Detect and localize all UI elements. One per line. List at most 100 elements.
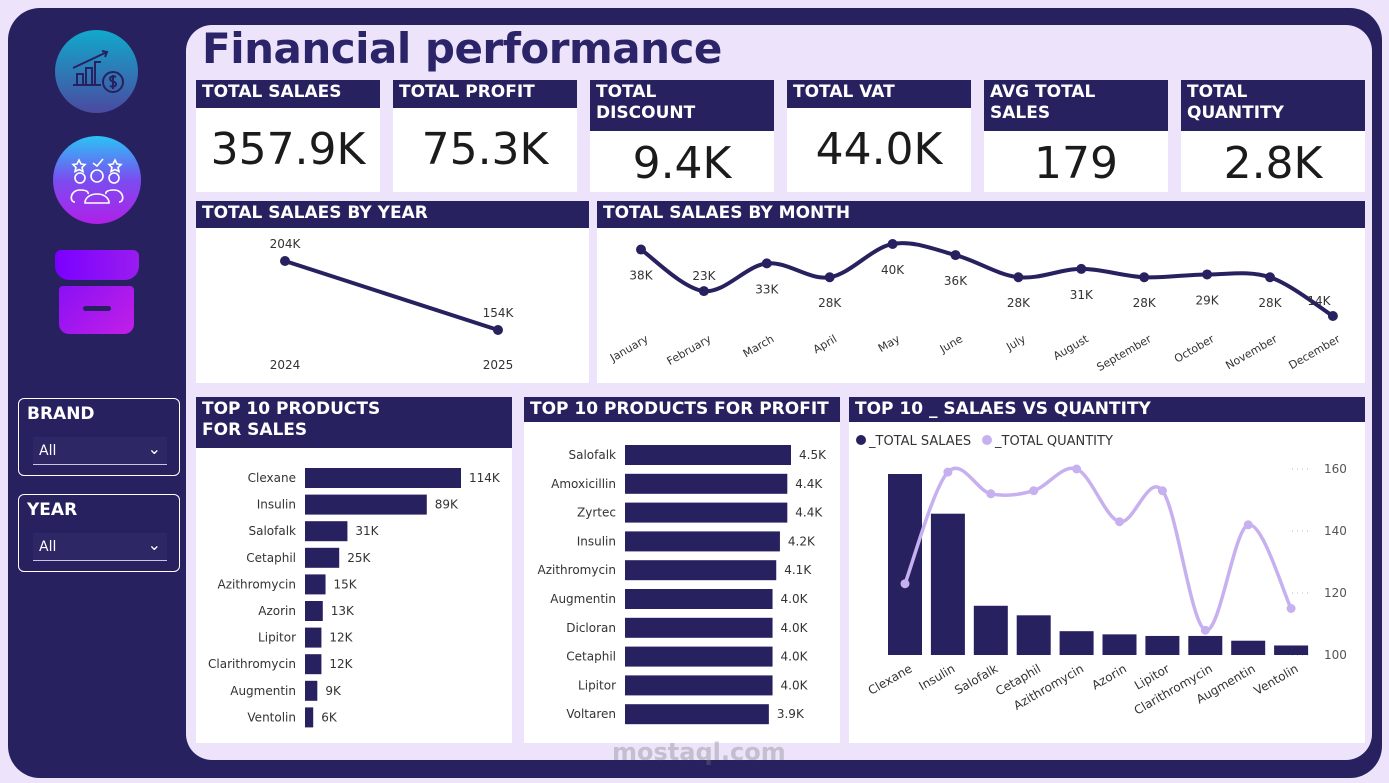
month-point (824, 272, 835, 283)
quantity-point (1029, 486, 1039, 496)
x-tick-label: June (937, 332, 965, 356)
bar (1274, 645, 1309, 655)
x-tick-label: December (1286, 332, 1342, 372)
x-tick-label: April (811, 332, 839, 356)
bar (1188, 635, 1223, 655)
category-label: Insulin (257, 498, 296, 512)
bar (625, 502, 788, 523)
bar (305, 574, 326, 595)
x-tick-label: July (1003, 332, 1028, 354)
customers-rating-icon[interactable] (53, 136, 141, 224)
year-point (280, 256, 290, 266)
data-label: 29K (1196, 293, 1220, 307)
category-label: Cetaphil (246, 551, 296, 565)
bar (888, 474, 922, 655)
data-label: 4.0K (781, 678, 809, 692)
bar (1016, 615, 1051, 655)
kpi-card: AVG TOTAL SALES 179 (984, 80, 1168, 192)
year-point (493, 325, 503, 335)
category-label: Lipitor (578, 678, 616, 692)
month-point (887, 239, 898, 249)
bar (1102, 634, 1137, 655)
kpi-card: TOTAL SALAES 357.9K (196, 80, 380, 192)
bar (1145, 635, 1180, 655)
brand-dropdown[interactable]: All ⌄ (33, 437, 167, 465)
data-label: 114K (469, 471, 501, 485)
finance-growth-icon[interactable] (55, 30, 138, 113)
chart-title: TOTAL SALAES BY YEAR (196, 201, 589, 228)
bar (305, 627, 322, 648)
category-label: Ventolin (247, 710, 296, 724)
month-point (698, 286, 709, 297)
bar (625, 675, 773, 696)
kpi-value: 357.9K (210, 124, 366, 175)
year-slicer: YEAR All ⌄ (18, 494, 180, 572)
category-label: Amoxicillin (551, 477, 616, 491)
bar (1059, 631, 1094, 655)
bar (930, 513, 965, 655)
month-point (1076, 263, 1087, 274)
sales-by-year-chart: 204K 2024 154K 2025 (270, 237, 515, 372)
x-tick-label: Salofalk (952, 661, 1000, 697)
y2-tick-label: 140 (1324, 524, 1347, 538)
category-label: Dicloran (566, 621, 616, 635)
quantity-point (1072, 464, 1082, 474)
bar (305, 468, 461, 488)
category-label: Cetaphil (566, 650, 616, 664)
category-label: Lipitor (258, 631, 296, 645)
brand-slicer-label: BRAND (27, 404, 95, 424)
sales-vs-quantity-card: TOP 10 _ SALAES VS QUANTITY _TOTAL SALAE… (849, 397, 1365, 743)
bar (305, 494, 427, 515)
kpi-label: TOTAL DISCOUNT (590, 80, 774, 131)
kpi-value: 44.0K (815, 124, 943, 175)
chart-title: TOP 10 PRODUCTS FOR PROFIT (524, 397, 840, 422)
data-label: 6K (321, 710, 338, 724)
kpi-label: TOTAL QUANTITY (1181, 80, 1365, 131)
quantity-point (900, 579, 910, 589)
year-dropdown[interactable]: All ⌄ (33, 533, 167, 561)
data-label: 154K (483, 306, 515, 320)
bar (625, 704, 769, 725)
data-label: 14K (1307, 294, 1331, 308)
data-label: 28K (1258, 296, 1282, 310)
category-label: Azorin (258, 604, 296, 618)
x-tick-label: February (665, 332, 714, 368)
x-tick-label: November (1223, 332, 1279, 372)
bar (305, 521, 348, 542)
x-tick-label: October (1172, 332, 1217, 366)
store-icon[interactable] (55, 250, 139, 334)
x-tick-label: September (1095, 332, 1155, 374)
y2-tick-label: 100 (1324, 648, 1347, 662)
legend-label: _TOTAL QUANTITY (994, 434, 1113, 449)
data-label: 36K (944, 274, 968, 288)
x-tick-label: August (1051, 332, 1091, 363)
kpi-label: AVG TOTAL SALES (984, 80, 1168, 131)
kpi-label: TOTAL VAT (787, 80, 971, 108)
quantity-point (986, 489, 996, 499)
data-label: 28K (1007, 296, 1031, 310)
data-label: 15K (334, 577, 358, 591)
data-label: 12K (329, 631, 353, 645)
month-point (1139, 272, 1150, 283)
category-label: Voltaren (566, 707, 616, 721)
quantity-point (1286, 604, 1296, 613)
top-products-sales-chart: Clexane 114K Insulin 89K Salofalk 31K Cetaphil… (208, 468, 501, 728)
data-label: 31K (355, 524, 379, 538)
bar (305, 707, 314, 728)
top-products-sales-card: TOP 10 PRODUCTS FOR SALES Clexane 114K Ins… (196, 397, 512, 743)
month-point (1265, 272, 1275, 283)
bar (625, 560, 777, 581)
category-label: Augmentin (230, 684, 296, 698)
watermark: mostaql.com (612, 738, 786, 766)
month-line (639, 241, 1334, 318)
bar (625, 589, 773, 609)
quantity-point (1200, 625, 1210, 635)
kpi-value: 2.8K (1223, 138, 1323, 189)
data-label: 40K (881, 263, 905, 277)
quantity-point (1243, 520, 1253, 530)
data-label: 33K (755, 282, 779, 296)
legend-marker-sales (856, 435, 866, 445)
x-tick-label: March (741, 332, 777, 360)
x-tick-label: Ventolin (1252, 661, 1301, 697)
x-tick-label: 2024 (270, 358, 301, 372)
